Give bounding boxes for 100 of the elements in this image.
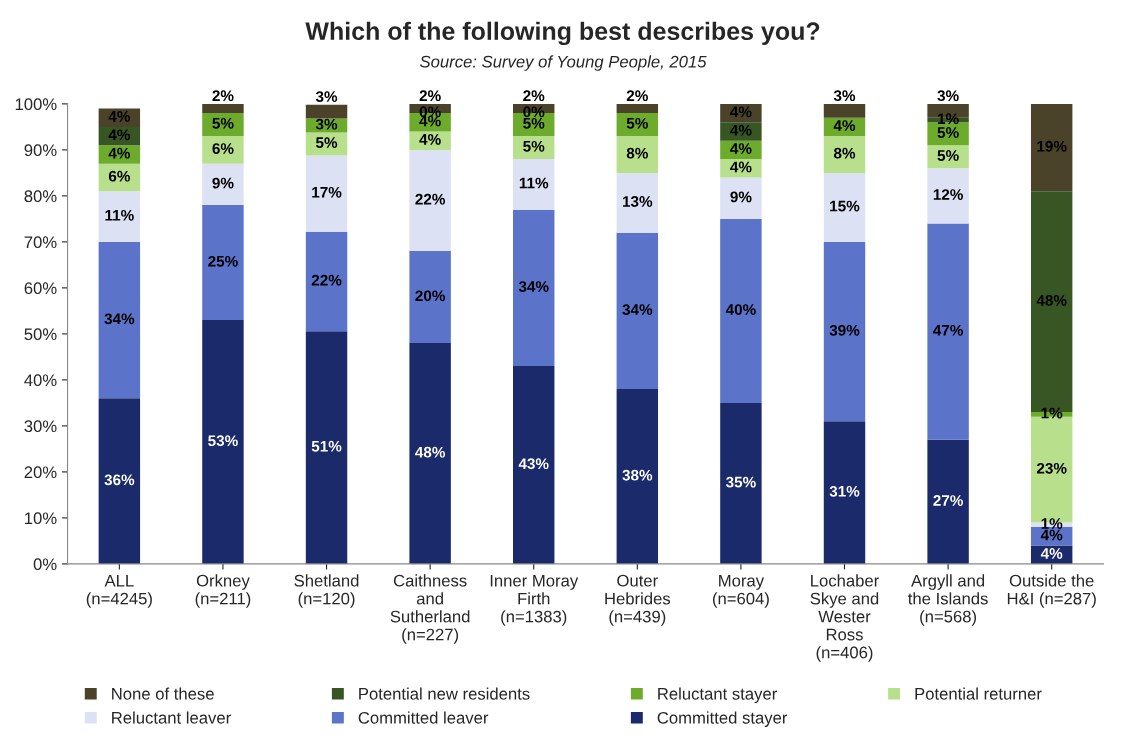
data-label: 34% <box>518 281 549 293</box>
bar <box>720 402 762 564</box>
bar <box>305 231 348 332</box>
legend-label: Potential returner <box>915 687 1042 700</box>
bar <box>409 251 451 344</box>
data-label: 47% <box>933 324 963 336</box>
data-label: 2% <box>626 90 648 102</box>
data-label: 19% <box>1037 140 1067 152</box>
x-tick-label: Inner Moray Firth (n=1383) <box>490 574 579 626</box>
y-tick-label: 40% <box>24 374 57 387</box>
bar <box>927 439 969 564</box>
chart-title: Which of the following best describes you? <box>305 21 820 46</box>
bar <box>927 168 969 224</box>
legend-label: Committed leaver <box>358 711 489 724</box>
bar <box>202 103 244 114</box>
y-tick-label: 80% <box>24 190 57 203</box>
data-label: 22% <box>415 193 446 205</box>
data-label: 4% <box>730 161 752 173</box>
data-label: 3% <box>833 90 856 102</box>
y-tick-label: 70% <box>24 236 57 249</box>
data-label: 27% <box>933 495 963 506</box>
bar <box>823 421 866 564</box>
data-label: 3% <box>937 90 959 102</box>
bar <box>513 159 555 210</box>
bar <box>823 136 866 173</box>
data-label: 5% <box>937 150 959 161</box>
bar <box>616 103 659 114</box>
bar <box>823 103 866 118</box>
bar <box>720 122 762 141</box>
data-label: 48% <box>1036 294 1067 306</box>
data-label: 48% <box>415 446 446 458</box>
y-tick-label: 20% <box>24 466 57 479</box>
bar <box>98 241 141 399</box>
data-label: 51% <box>311 440 342 452</box>
data-label: 5% <box>212 117 234 129</box>
data-label: 20% <box>415 290 446 302</box>
bar <box>823 172 866 242</box>
data-label: 4% <box>1040 548 1063 559</box>
data-label: 8% <box>833 147 856 159</box>
chart-subtitle: Source: Survey of Young People, 2015 <box>420 55 707 71</box>
data-label: 6% <box>212 143 234 154</box>
data-label: 34% <box>622 304 653 316</box>
data-label: 43% <box>518 458 549 470</box>
bar <box>202 113 244 137</box>
data-label: 4% <box>1040 529 1063 541</box>
data-label: 4% <box>108 111 130 122</box>
data-label: 38% <box>622 469 653 481</box>
bar <box>202 163 244 206</box>
data-label: 4% <box>419 134 441 145</box>
x-tick-label: Outside the H&I (n=287) <box>1007 574 1096 608</box>
bar <box>202 320 244 564</box>
bar <box>513 366 555 564</box>
data-label: 35% <box>725 476 756 488</box>
y-tick-label: 100% <box>15 98 57 111</box>
data-label: 11% <box>519 177 549 189</box>
data-label: 23% <box>1036 462 1067 474</box>
bar <box>305 104 348 119</box>
x-tick-label: Outer Hebrides (n=439) <box>605 574 671 626</box>
data-label: 3% <box>315 118 338 130</box>
legend-label: Reluctant stayer <box>658 687 777 704</box>
bar <box>616 136 659 173</box>
data-label: 39% <box>829 324 860 336</box>
bar <box>202 136 244 164</box>
data-label: 5% <box>523 117 545 129</box>
data-label: 3% <box>315 91 338 103</box>
bar <box>409 343 451 564</box>
data-label: 2% <box>523 90 545 102</box>
bar <box>513 209 555 367</box>
data-label: 22% <box>311 274 342 286</box>
data-label: 4% <box>730 124 752 136</box>
data-label: 5% <box>626 117 648 129</box>
bar <box>409 131 451 150</box>
data-label: 53% <box>208 435 238 447</box>
data-label: 8% <box>626 147 648 159</box>
data-label: 4% <box>730 106 752 118</box>
data-label: 5% <box>315 137 338 148</box>
data-label: 6% <box>108 170 130 182</box>
data-label: 13% <box>622 196 653 207</box>
x-tick-label: Argyll and the Islands (n=568) <box>908 574 988 626</box>
bar <box>305 331 348 564</box>
y-tick-label: 10% <box>25 512 57 525</box>
x-tick-label: ALL (n=4245) <box>86 574 152 608</box>
bar <box>927 223 969 440</box>
bar <box>98 398 141 564</box>
bar <box>616 172 659 233</box>
data-label: 1% <box>938 113 959 125</box>
y-tick-label: 50% <box>24 328 57 341</box>
data-label: 5% <box>523 140 545 152</box>
data-label: 31% <box>829 485 860 497</box>
x-tick-label: Caithness and Sutherland (n=227) <box>390 574 470 644</box>
bar <box>616 389 659 564</box>
data-label: 25% <box>208 255 238 267</box>
legend-label: None of these <box>112 687 214 700</box>
legend-label: Committed stayer <box>657 711 788 727</box>
data-label: 4% <box>108 129 130 141</box>
data-label: 1% <box>1041 407 1063 419</box>
data-label: 4% <box>730 143 752 154</box>
bar <box>720 177 762 219</box>
data-label: 4% <box>108 147 130 159</box>
bar <box>1030 103 1073 192</box>
